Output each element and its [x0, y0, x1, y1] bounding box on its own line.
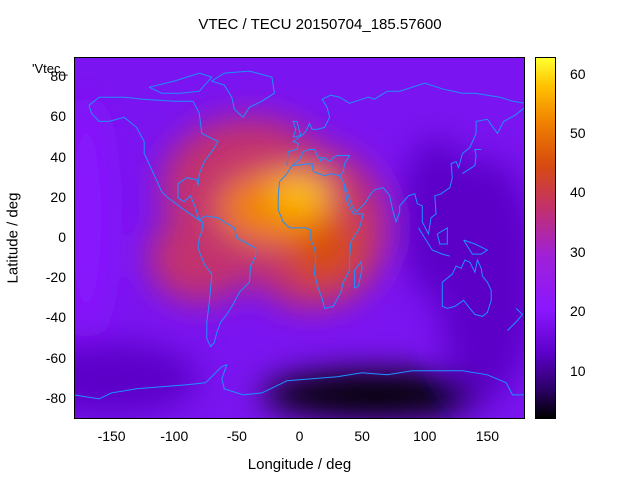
- colorbar-tick-label: 60: [570, 65, 586, 82]
- coastline: [286, 82, 525, 166]
- x-tick-label: -150: [97, 428, 126, 444]
- x-tick-label: -100: [160, 428, 189, 444]
- series-label: 'Vtec_: [32, 61, 68, 76]
- x-tick-label: 50: [354, 428, 370, 444]
- heat-blob: [74, 342, 200, 415]
- x-axis-label: Longitude / deg: [247, 456, 352, 473]
- coastline: [291, 149, 351, 177]
- y-tick-label: -40: [45, 309, 66, 326]
- coastline: [148, 72, 213, 94]
- coastline: [277, 163, 365, 309]
- chart-title: VTEC / TECU 20150704_185.57600: [198, 16, 442, 33]
- coastline: [197, 215, 257, 348]
- colorbar-tick-label: 40: [570, 184, 586, 201]
- y-tick-label: -60: [45, 349, 66, 366]
- heat-blob: [186, 248, 262, 289]
- plot-border: [74, 57, 525, 419]
- y-tick-label: 80: [50, 68, 66, 85]
- coastline: [463, 239, 489, 255]
- y-axis-label: Latitude / deg: [4, 192, 22, 284]
- heat-blob: [74, 97, 112, 339]
- coastline: [507, 308, 524, 331]
- x-tick-label: 100: [413, 428, 437, 444]
- x-tick-label: 0: [295, 428, 304, 444]
- y-tick-label: 60: [50, 108, 66, 125]
- coastline: [292, 120, 302, 138]
- coastline: [210, 70, 275, 118]
- colorbar-tick-label: 20: [570, 303, 586, 320]
- colorbar: [535, 57, 556, 419]
- coastline: [418, 227, 450, 257]
- colorbar-tick-label: 50: [570, 125, 586, 142]
- colorbar-tick-label: 10: [570, 362, 586, 379]
- heat-blob: [399, 137, 475, 299]
- y-tick-label: -80: [45, 389, 66, 406]
- coastline: [88, 96, 219, 223]
- coastline: [342, 106, 525, 236]
- heat-blob: [290, 175, 321, 204]
- coastline: [354, 260, 363, 289]
- coastline: [74, 363, 525, 400]
- y-tick-label: 40: [50, 148, 66, 165]
- heat-blob: [261, 370, 488, 419]
- coastline: [441, 258, 492, 317]
- colorbar-tick-label: 30: [570, 243, 586, 260]
- heatmap-svg: [74, 57, 525, 419]
- y-tick-label: 0: [58, 229, 66, 245]
- coastline: [436, 227, 448, 245]
- plot-area: [74, 57, 525, 419]
- x-tick-label: 150: [475, 428, 500, 444]
- coastline: [462, 149, 482, 175]
- x-tick-label: -50: [226, 428, 247, 444]
- y-tick-label: -20: [45, 269, 66, 286]
- y-tick-label: 20: [50, 188, 66, 205]
